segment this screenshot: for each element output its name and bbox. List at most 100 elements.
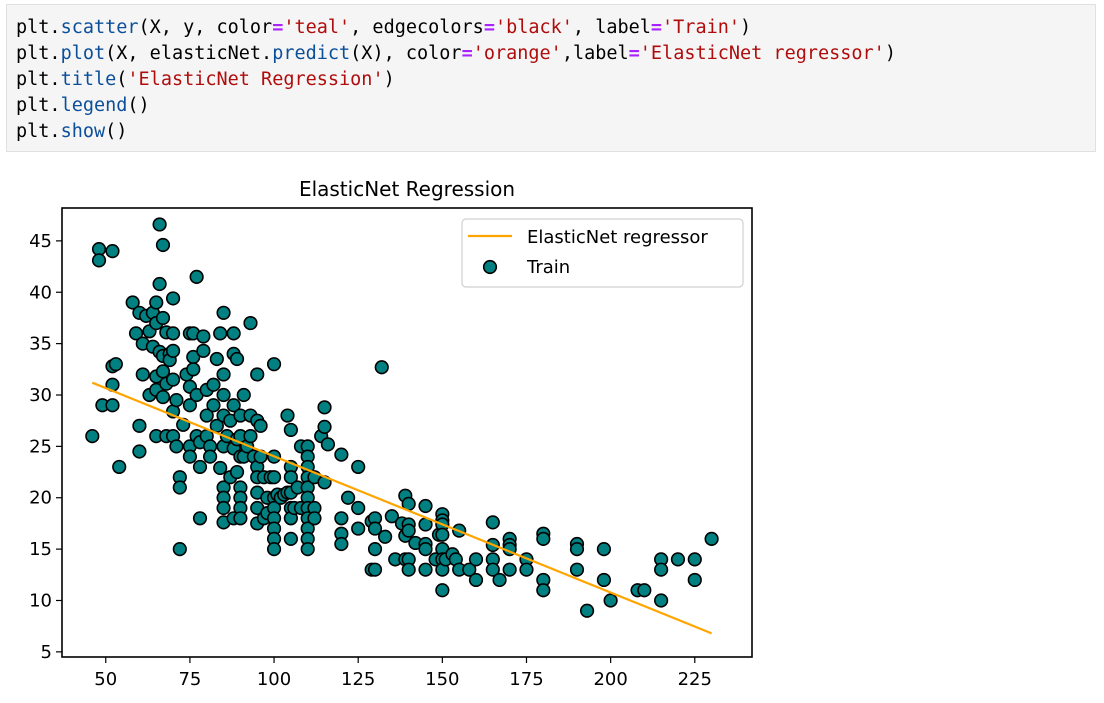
data-point — [149, 295, 164, 310]
data-point — [687, 552, 702, 567]
data-point — [654, 593, 669, 608]
data-point — [229, 464, 245, 480]
data-point — [637, 583, 652, 598]
data-point — [569, 542, 585, 557]
data-point — [253, 418, 268, 433]
data-point — [213, 460, 228, 476]
data-point — [283, 470, 298, 485]
data-point — [236, 387, 251, 403]
data-point — [367, 521, 383, 536]
data-point — [213, 326, 228, 341]
y-tick-label: 10 — [29, 590, 52, 611]
data-point — [186, 362, 201, 377]
data-point — [320, 437, 336, 452]
data-point — [418, 562, 433, 577]
data-point — [351, 500, 366, 516]
data-point — [485, 515, 500, 530]
code-cell[interactable]: plt.scatter(X, y, color='teal', edgecolo… — [6, 4, 1096, 152]
code-line: plt.title('ElasticNet Regression') — [16, 69, 395, 90]
data-point — [519, 562, 534, 577]
data-point — [196, 343, 211, 358]
axes: 50 75 100 125 150 175 200 225 5 10 15 20 25 30 35 40 45 — [29, 207, 753, 690]
data-point — [468, 552, 484, 567]
data-point — [687, 572, 702, 588]
data-point — [182, 449, 198, 464]
data-point — [169, 439, 184, 454]
legend-label-regressor: ElasticNet regressor — [527, 227, 708, 248]
data-point — [340, 490, 356, 505]
data-point — [654, 562, 669, 577]
y-tick-label: 15 — [29, 539, 52, 560]
scatter-chart: ElasticNet Regression 50 75 100 125 150 175 20… — [29, 177, 753, 690]
data-point — [128, 326, 144, 341]
data-point — [172, 542, 187, 557]
data-point — [317, 400, 332, 415]
data-point — [226, 398, 241, 413]
data-point — [216, 387, 231, 403]
legend-label-train: Train — [526, 257, 570, 278]
code-line: plt.legend() — [16, 95, 150, 116]
x-tick-label: 150 — [425, 669, 459, 690]
data-point — [165, 343, 181, 358]
x-tick-label: 175 — [509, 669, 543, 690]
data-point — [492, 572, 507, 588]
data-point — [155, 237, 171, 253]
data-point — [189, 269, 204, 284]
data-point — [209, 351, 224, 367]
legend-box — [461, 218, 744, 288]
data-point — [266, 542, 282, 557]
data-point — [206, 377, 221, 392]
data-point — [135, 367, 150, 382]
code-editor[interactable]: plt.scatter(X, y, color='teal', edgecolo… — [16, 15, 896, 145]
data-point — [199, 408, 214, 423]
data-point — [233, 511, 248, 526]
axes-frame — [61, 207, 753, 658]
y-tick-label: 30 — [29, 385, 52, 406]
data-point — [485, 562, 500, 577]
data-point — [401, 523, 416, 538]
data-point — [596, 542, 612, 557]
data-point — [226, 326, 241, 341]
data-point — [280, 408, 295, 423]
code-line: plt.plot(X, elasticNet.predict(X), color… — [16, 43, 896, 64]
data-point — [367, 562, 383, 577]
x-tick-label: 125 — [341, 669, 375, 690]
data-point — [206, 398, 221, 413]
y-tick-label: 45 — [29, 231, 52, 252]
chart-title: ElasticNet Regression — [299, 177, 515, 201]
data-point — [182, 398, 198, 413]
data-point — [192, 459, 208, 475]
x-tick-label: 200 — [593, 669, 627, 690]
data-point — [165, 291, 181, 306]
data-point — [351, 459, 366, 475]
data-point — [85, 428, 100, 444]
scatter-points — [85, 217, 719, 618]
x-tick-label: 100 — [257, 669, 291, 690]
y-tick-label: 40 — [29, 282, 52, 303]
legend: ElasticNet regressor Train — [461, 218, 744, 288]
data-point — [250, 367, 265, 382]
data-point — [536, 583, 551, 598]
code-line: plt.show() — [16, 121, 128, 142]
regression-line — [91, 381, 713, 635]
data-point — [91, 253, 107, 268]
data-point — [266, 470, 282, 485]
x-tick-label: 50 — [94, 669, 117, 690]
y-tick-label: 5 — [41, 642, 52, 663]
data-point — [670, 552, 686, 567]
data-point — [243, 428, 258, 444]
data-point — [502, 562, 517, 577]
data-point — [108, 357, 123, 372]
data-point — [216, 367, 231, 382]
data-point — [334, 511, 349, 526]
data-point — [283, 422, 298, 438]
data-point — [202, 449, 218, 464]
data-point — [283, 531, 298, 546]
data-point — [334, 536, 349, 552]
y-tick-label: 35 — [29, 334, 52, 355]
x-tick-label: 75 — [178, 669, 201, 690]
data-point — [216, 305, 231, 320]
data-point — [384, 509, 399, 524]
data-point — [334, 447, 349, 462]
data-point — [435, 583, 450, 598]
